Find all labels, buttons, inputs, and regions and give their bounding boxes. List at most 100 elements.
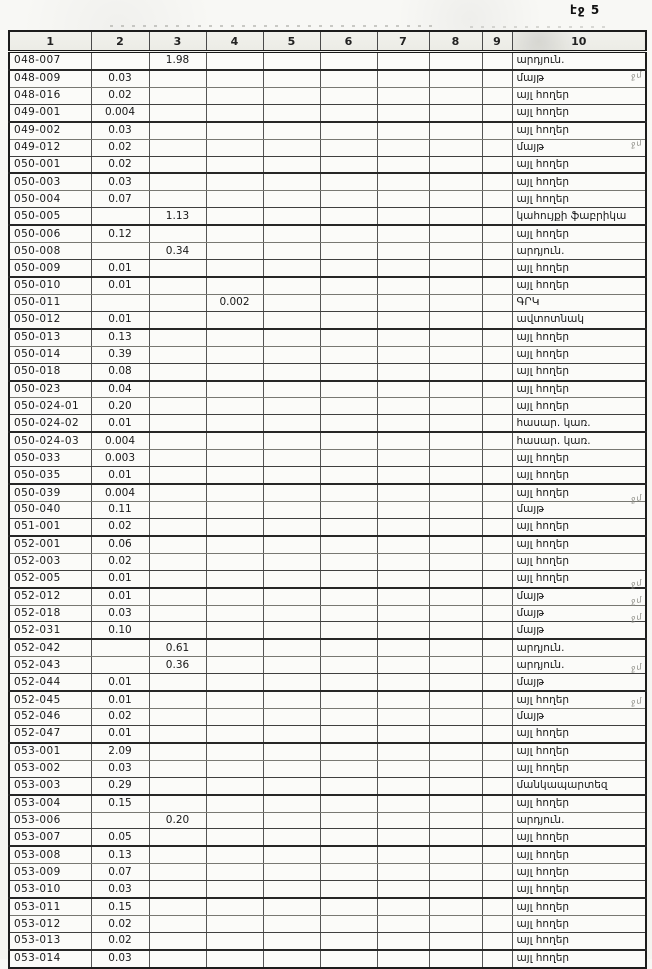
table-row: 052-045 0.01 այլ հողեր <box>9 691 646 710</box>
value-cell <box>428 725 482 744</box>
value-cell <box>205 449 263 468</box>
value-cell <box>262 397 320 416</box>
value-cell <box>376 673 429 693</box>
value-cell <box>148 380 206 399</box>
value-cell <box>319 553 377 571</box>
value-cell <box>428 587 482 606</box>
value-cell <box>319 346 377 364</box>
value-cell <box>428 501 482 519</box>
parcel-code-cell: 052-046 <box>9 708 91 726</box>
value-cell: 0.03 <box>90 69 149 88</box>
value-cell <box>319 449 377 468</box>
value-cell <box>481 656 512 675</box>
value-cell <box>148 449 206 468</box>
value-cell <box>428 553 482 571</box>
value-cell <box>90 812 149 830</box>
value-cell <box>428 397 482 416</box>
value-cell <box>148 518 206 537</box>
value-cell <box>376 812 429 830</box>
value-cell <box>319 363 377 382</box>
value-cell <box>481 518 512 537</box>
value-cell <box>481 51 512 71</box>
value-cell <box>481 898 512 917</box>
table-row: 050-012 0.01 ավտոտնակ <box>9 311 646 330</box>
parcel-code-cell: 050-014 <box>9 346 91 364</box>
value-cell <box>148 69 206 88</box>
value-cell <box>428 363 482 382</box>
value-cell: 0.13 <box>90 846 149 865</box>
value-cell <box>376 156 429 175</box>
value-cell <box>428 673 482 693</box>
parcel-code-cell: 052-012 <box>9 587 91 606</box>
value-cell <box>319 414 377 434</box>
value-cell <box>481 484 512 502</box>
value-cell <box>319 880 377 900</box>
value-cell <box>205 346 263 364</box>
value-cell <box>205 466 263 486</box>
value-cell <box>205 139 263 157</box>
value-cell: 0.07 <box>90 190 149 209</box>
value-cell: 0.06 <box>90 535 149 554</box>
value-cell <box>319 484 377 502</box>
value-cell <box>205 760 263 778</box>
value-cell <box>262 276 320 295</box>
table-row: 049-001 0.004 այլ հողեր <box>9 104 646 123</box>
value-cell <box>428 225 482 244</box>
value-cell <box>376 397 429 416</box>
land-use-cell: այլ հողեր <box>511 570 646 589</box>
value-cell <box>262 242 320 261</box>
land-use-cell: ավտոտնակ <box>511 311 646 330</box>
value-cell <box>428 777 482 796</box>
parcel-code-cell: 048-016 <box>9 87 91 105</box>
table-row: 048-016 0.02 այլ հողեր <box>9 87 646 105</box>
value-cell <box>376 518 429 537</box>
value-cell <box>148 846 206 865</box>
value-cell <box>262 794 320 813</box>
value-cell <box>376 225 429 244</box>
parcel-code-cell: 053-013 <box>9 932 91 951</box>
land-use-cell: ԳՐԿ <box>511 294 646 312</box>
land-use-cell: այլ հողեր <box>511 121 646 140</box>
value-cell <box>376 363 429 382</box>
value-cell <box>205 673 263 693</box>
margin-annotation: ջմ <box>630 69 644 81</box>
parcel-code-cell: 053-002 <box>9 760 91 778</box>
table-row: 050-001 0.02 այլ հողեր <box>9 156 646 175</box>
table-row: 052-001 0.06 այլ հողեր <box>9 535 646 554</box>
value-cell <box>376 863 429 882</box>
value-cell <box>428 87 482 105</box>
value-cell <box>262 535 320 554</box>
land-use-cell: այլ հողեր <box>511 380 646 399</box>
parcel-code-cell: 050-009 <box>9 259 91 279</box>
value-cell: 0.36 <box>148 656 206 675</box>
parcel-code-cell: 053-003 <box>9 777 91 796</box>
value-cell <box>205 225 263 244</box>
value-cell <box>262 742 320 761</box>
value-cell <box>205 898 263 917</box>
table-row: 050-004 0.07 այլ հողեր <box>9 190 646 209</box>
value-cell <box>262 69 320 88</box>
value-cell <box>428 380 482 399</box>
column-header-8: 8 <box>428 31 482 53</box>
value-cell <box>262 570 320 589</box>
value-cell <box>376 449 429 468</box>
value-cell <box>376 259 429 279</box>
parcel-code-cell: 050-024-03 <box>9 432 91 451</box>
land-use-cell: այլ հողեր <box>511 898 646 917</box>
value-cell <box>262 328 320 347</box>
value-cell <box>205 863 263 882</box>
land-use-cell: արդյուն. <box>511 812 646 830</box>
value-cell <box>319 760 377 778</box>
land-use-cell: այլ հողեր <box>511 863 646 882</box>
value-cell <box>262 863 320 882</box>
value-cell <box>319 656 377 675</box>
land-use-cell: այլ հողեր <box>511 173 646 192</box>
value-cell <box>90 207 149 227</box>
value-cell <box>428 760 482 778</box>
value-cell <box>319 518 377 537</box>
value-cell <box>319 380 377 399</box>
value-cell <box>428 311 482 330</box>
value-cell <box>481 846 512 865</box>
value-cell <box>205 190 263 209</box>
